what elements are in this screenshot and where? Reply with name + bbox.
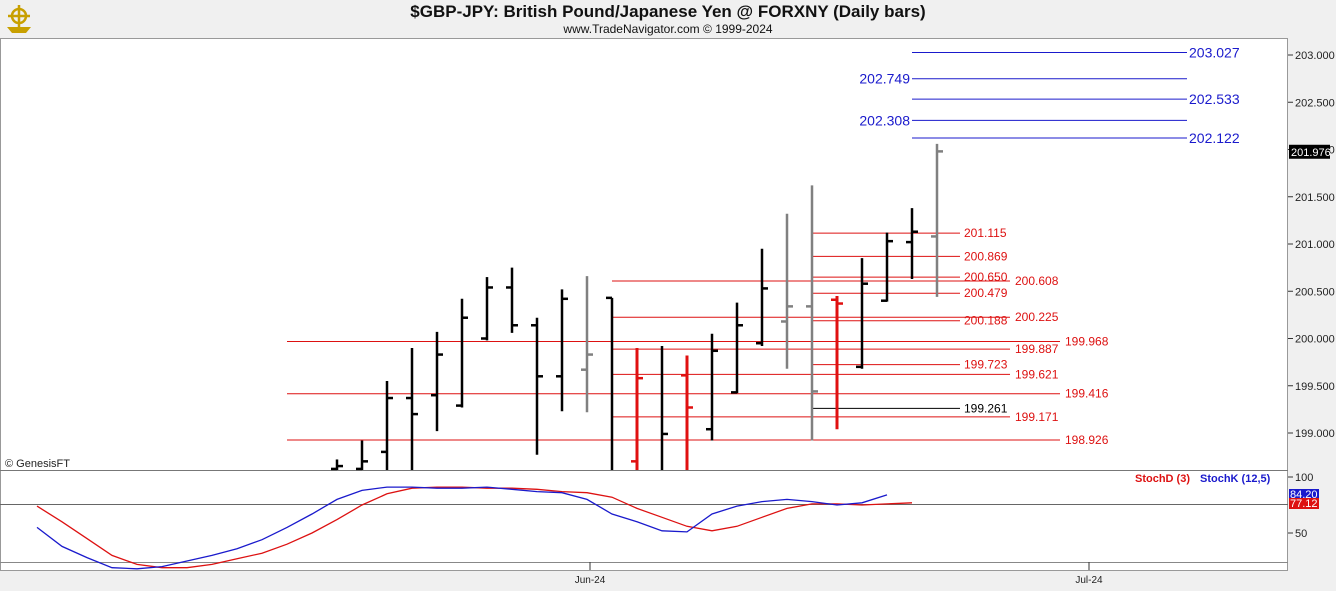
price-tick-label: 203.000 — [1295, 50, 1335, 62]
stoch-d-legend: StochD (3) — [1135, 473, 1190, 485]
price-bars — [331, 143, 943, 471]
stoch-k-line — [36, 486, 888, 570]
blue-level-label: 203.027 — [1189, 44, 1240, 60]
blue-level-label: 202.122 — [1189, 130, 1240, 146]
red-level-label: 198.926 — [1065, 433, 1109, 447]
price-tick-label: 200.000 — [1295, 334, 1335, 346]
red-level-label: 199.621 — [1015, 367, 1059, 381]
chart-title: $GBP-JPY: British Pound/Japanese Yen @ F… — [410, 2, 926, 21]
price-tick-label: 199.500 — [1295, 381, 1335, 393]
plot-background — [0, 38, 1288, 571]
stoch-tick-label: 50 — [1295, 528, 1307, 540]
stoch-k-legend: StochK (12,5) — [1200, 473, 1271, 485]
chart-subtitle: www.TradeNavigator.com © 1999-2024 — [563, 22, 773, 36]
blue-level-label: 202.749 — [859, 71, 910, 87]
blue-level-label: 202.308 — [859, 112, 910, 128]
price-tick-label: 199.000 — [1295, 428, 1335, 440]
red-level-label: 201.115 — [964, 226, 1007, 240]
red-level-label: 199.416 — [1065, 387, 1109, 401]
price-axis: 199.000 199.500 200.000 200.500 201.000 201.5… — [1288, 50, 1335, 440]
red-level-label: 200.869 — [964, 249, 1008, 263]
price-tick-label: 202.500 — [1295, 97, 1335, 109]
red-level-label: 200.608 — [1015, 274, 1059, 288]
copyright-text: © GenesisFT — [5, 458, 70, 470]
red-level-label: 199.887 — [1015, 342, 1059, 356]
red-level-label: 200.188 — [964, 314, 1008, 328]
chart-header: $GBP-JPY: British Pound/Japanese Yen @ F… — [0, 0, 1336, 38]
stoch-d-value: 77.12 — [1290, 498, 1318, 510]
stoch-tick-label: 100 — [1295, 472, 1313, 484]
red-level-label: 199.968 — [1065, 335, 1109, 349]
blue-level-label: 202.533 — [1189, 91, 1240, 107]
price-tick-label: 201.000 — [1295, 239, 1335, 251]
time-tick-label: Jul-24 — [1075, 575, 1103, 586]
stoch-d-value-box — [1289, 498, 1319, 509]
stoch-k-value-box — [1289, 489, 1319, 499]
red-level-label: 200.650 — [964, 270, 1008, 284]
red-level-label: 200.479 — [964, 286, 1008, 300]
black-level-label: 199.261 — [964, 401, 1008, 415]
red-level-label: 200.225 — [1015, 310, 1059, 324]
price-tick-label: 200.500 — [1295, 286, 1335, 298]
ship-wheel-logo-icon — [7, 5, 31, 33]
levels-layer: 201.115 200.869 200.650 200.608 200.479 200.2… — [287, 44, 1240, 447]
red-level-label: 199.723 — [964, 358, 1008, 372]
last-price-label: 201.976 — [1291, 147, 1331, 159]
last-price-box — [1289, 144, 1330, 159]
time-tick-label: Jun-24 — [575, 575, 606, 586]
red-level-label: 199.171 — [1015, 410, 1059, 424]
time-axis: Jun-24 Jul-24 — [575, 562, 1103, 586]
price-tick-label: 201.500 — [1295, 192, 1335, 204]
plot-border — [0, 38, 1288, 571]
